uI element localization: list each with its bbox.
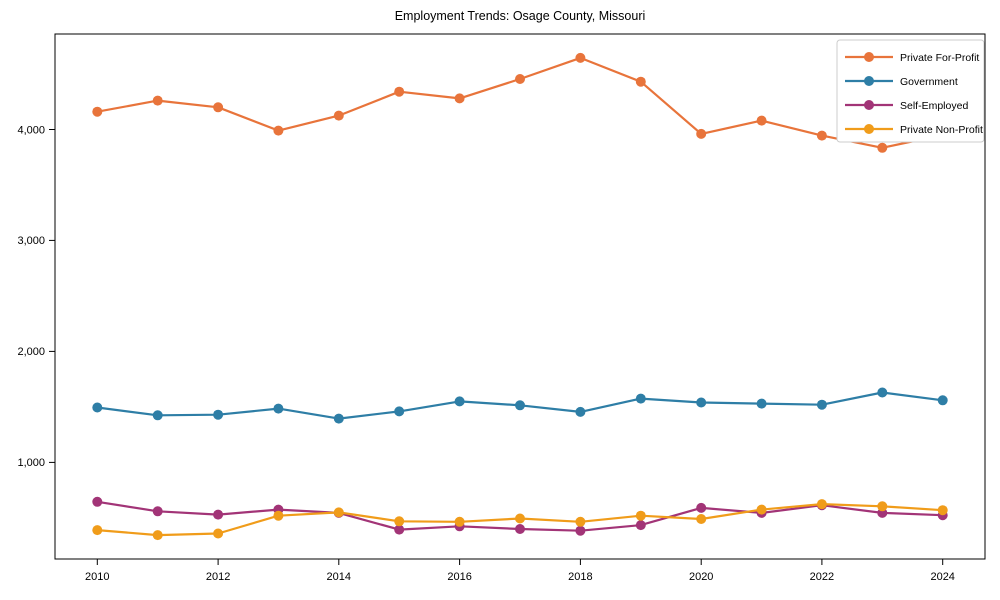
y-tick-label: 2,000 [17, 346, 45, 358]
legend-marker-self-employed [864, 100, 874, 110]
marker-government-2017 [515, 400, 525, 411]
marker-private-non-profit-2021 [756, 504, 767, 515]
marker-government-2018 [575, 406, 586, 417]
marker-private-non-profit-2018 [575, 516, 586, 527]
marker-private-for-profit-2017 [515, 74, 525, 84]
marker-private-for-profit-2011 [152, 95, 163, 106]
legend-label-government: Government [900, 76, 958, 88]
marker-private-non-profit-2023 [877, 501, 888, 512]
marker-self-employed-2019 [635, 520, 646, 531]
marker-government-2019 [635, 393, 646, 404]
x-tick-label: 2022 [810, 571, 834, 583]
marker-private-non-profit-2022 [816, 499, 827, 510]
marker-private-for-profit-2021 [756, 115, 767, 126]
legend-label-private-for-profit: Private For-Profit [900, 52, 979, 64]
marker-private-non-profit-2014 [333, 507, 344, 518]
marker-private-non-profit-2010 [92, 525, 103, 536]
marker-self-employed-2018 [575, 525, 586, 536]
marker-private-for-profit-2018 [575, 52, 586, 63]
marker-government-2016 [454, 396, 465, 407]
marker-government-2021 [756, 398, 767, 409]
marker-private-non-profit-2015 [394, 516, 405, 527]
marker-government-2023 [877, 387, 888, 398]
legend: Private For-Profit Government Self-Employe… [836, 39, 985, 143]
marker-private-for-profit-2023 [877, 142, 888, 153]
x-tick-label: 2024 [930, 571, 954, 583]
marker-private-for-profit-2019 [635, 76, 646, 87]
marker-private-for-profit-2022 [816, 130, 827, 141]
marker-private-for-profit-2015 [394, 86, 405, 97]
marker-private-for-profit-2012 [213, 102, 224, 113]
marker-government-2011 [152, 410, 163, 421]
legend-label-private-non-profit: Private Non-Profit [900, 124, 983, 136]
series-line-private-for-profit [96, 56, 944, 149]
marker-self-employed-2017 [515, 524, 525, 534]
marker-government-2014 [333, 413, 344, 424]
marker-private-for-profit-2020 [696, 128, 707, 139]
marker-private-non-profit-2024 [937, 505, 948, 516]
plot-border [54, 33, 986, 560]
x-tick-label: 2010 [85, 571, 109, 583]
x-tick-label: 2016 [447, 571, 471, 583]
marker-private-non-profit-2011 [152, 530, 163, 541]
marker-government-2012 [213, 409, 224, 420]
marker-private-non-profit-2017 [515, 513, 525, 524]
marker-private-non-profit-2019 [635, 510, 646, 521]
x-tick-label: 2020 [689, 571, 713, 583]
marker-private-non-profit-2016 [454, 516, 465, 527]
marker-private-non-profit-2020 [696, 514, 707, 524]
marker-self-employed-2011 [152, 506, 163, 517]
marker-government-2013 [273, 403, 284, 414]
marker-private-for-profit-2016 [454, 93, 465, 104]
marker-self-employed-2015 [394, 524, 405, 535]
legend-marker-private-non-profit [864, 124, 874, 134]
marker-government-2024 [937, 395, 948, 406]
chart-title: Employment Trends: Osage County, Missour… [394, 9, 646, 23]
marker-private-for-profit-2013 [273, 125, 284, 136]
marker-government-2015 [394, 406, 405, 417]
marker-private-non-profit-2013 [273, 510, 284, 521]
marker-self-employed-2010 [92, 496, 103, 507]
y-tick-label: 4,000 [17, 124, 45, 136]
y-tick-label: 1,000 [17, 457, 45, 469]
legend-marker-private-for-profit [864, 52, 874, 62]
x-tick-label: 2012 [206, 571, 230, 583]
marker-private-for-profit-2014 [333, 110, 344, 121]
marker-self-employed-2012 [213, 509, 224, 520]
marker-private-for-profit-2010 [92, 106, 103, 117]
legend-label-self-employed: Self-Employed [900, 100, 968, 112]
legend-box [836, 39, 985, 143]
y-tick-label: 3,000 [17, 235, 45, 247]
marker-government-2022 [816, 399, 827, 410]
legend-marker-government [864, 76, 874, 86]
marker-self-employed-2020 [696, 502, 707, 513]
x-tick-label: 2014 [327, 571, 351, 583]
marker-government-2020 [696, 397, 707, 408]
x-tick-label: 2018 [568, 571, 592, 583]
marker-private-non-profit-2012 [213, 528, 224, 539]
marker-government-2010 [92, 402, 103, 413]
